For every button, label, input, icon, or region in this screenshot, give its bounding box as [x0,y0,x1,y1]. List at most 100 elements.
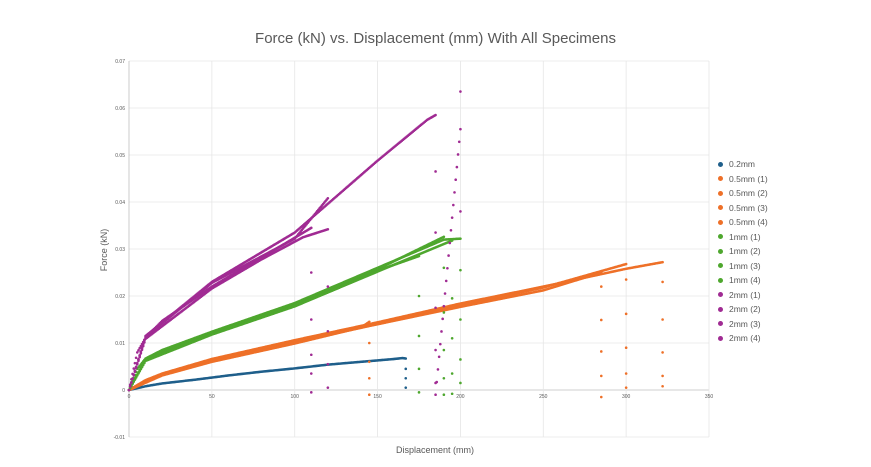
data-point [434,393,437,397]
data-point [624,386,628,389]
data-point [132,373,136,376]
y-tick-label: 0 [122,388,125,394]
data-point [141,342,145,345]
legend-item: 0.2mm [718,157,868,172]
data-point [138,346,141,350]
legend-label: 0.5mm (3) [729,202,768,213]
data-point [446,266,449,270]
legend-item: 2mm (2) [718,302,868,317]
legend-marker-icon [718,234,723,240]
series-2mm-4- [127,90,462,397]
chart-title: Force (kN) vs. Displacement (mm) With Al… [255,30,616,47]
y-tick-label: -0.01 [114,435,126,441]
legend-marker-icon [718,161,723,167]
data-point [417,367,421,371]
data-point [450,372,454,375]
data-point [367,376,371,380]
data-point [134,365,138,369]
legend-marker-icon [718,190,723,196]
legend-label: 2mm (1) [729,289,761,300]
data-point [447,254,450,257]
data-point [434,306,437,310]
legend-marker-icon [718,306,723,312]
data-point [459,381,462,385]
data-point [442,393,446,397]
data-point [459,237,462,240]
x-tick-label: 300 [622,394,631,400]
data-point [135,361,139,365]
data-point [417,334,421,338]
data-point [437,355,441,359]
legend-item: 2mm (3) [718,317,868,332]
data-point [599,350,603,353]
data-point [624,372,628,375]
data-point [450,337,454,340]
legend-marker-icon [718,263,723,269]
series-1mm-4- [127,239,454,396]
data-point [457,140,461,144]
data-point [449,229,453,232]
data-point [459,90,462,93]
x-tick-label: 200 [456,394,465,400]
legend-label: 0.5mm (1) [729,173,768,184]
data-point [443,292,447,295]
y-tick-label: 0.06 [115,106,125,112]
data-point [599,271,603,274]
data-point [127,388,131,392]
legend-label: 1mm (3) [729,260,761,271]
data-point [661,318,664,321]
data-point [450,392,454,396]
data-point [128,384,132,388]
data-point [455,165,459,169]
data-point [459,127,462,131]
data-point [444,279,448,283]
data-point [456,153,460,156]
data-point [367,341,371,345]
data-point [450,297,454,300]
data-point [139,350,143,353]
data-point [404,376,408,380]
data-point [624,262,628,266]
x-tick-label: 250 [539,394,548,400]
y-tick-label: 0.03 [115,247,125,253]
data-point [137,372,140,375]
data-point [454,178,457,182]
data-point [326,386,330,389]
data-point [132,367,136,370]
data-point [140,346,144,349]
data-point [599,318,603,322]
legend-item: 1mm (3) [718,259,868,274]
data-point [143,361,146,365]
legend-marker-icon [718,321,723,327]
legend-marker-icon [718,176,723,182]
x-axis-label: Displacement (mm) [396,445,474,455]
data-point [134,356,138,360]
data-point [459,318,462,321]
data-point [439,342,442,346]
data-point [137,357,140,361]
y-tick-label: 0.05 [115,153,125,159]
legend-item: 0.5mm (1) [718,172,868,187]
data-point [436,368,440,371]
x-tick-label: 100 [291,394,300,400]
data-point [143,338,146,342]
data-point [417,391,421,394]
data-point [434,170,437,173]
series-0-5mm-4- [127,320,371,397]
legend-item: 0.5mm (4) [718,215,868,230]
data-point [441,317,444,321]
x-tick-label: 50 [209,394,215,400]
legend-marker-icon [718,292,723,298]
y-tick-label: 0.07 [115,59,125,65]
data-point [133,369,137,372]
x-tick-label: 0 [128,394,131,400]
data-point [442,266,446,270]
data-point [417,294,421,298]
legend-item: 0.5mm (3) [718,201,868,216]
data-point [599,374,603,378]
data-point [442,376,446,380]
legend-label: 2mm (4) [729,333,761,344]
legend-label: 0.5mm (2) [729,188,768,199]
legend-label: 2mm (3) [729,318,761,329]
